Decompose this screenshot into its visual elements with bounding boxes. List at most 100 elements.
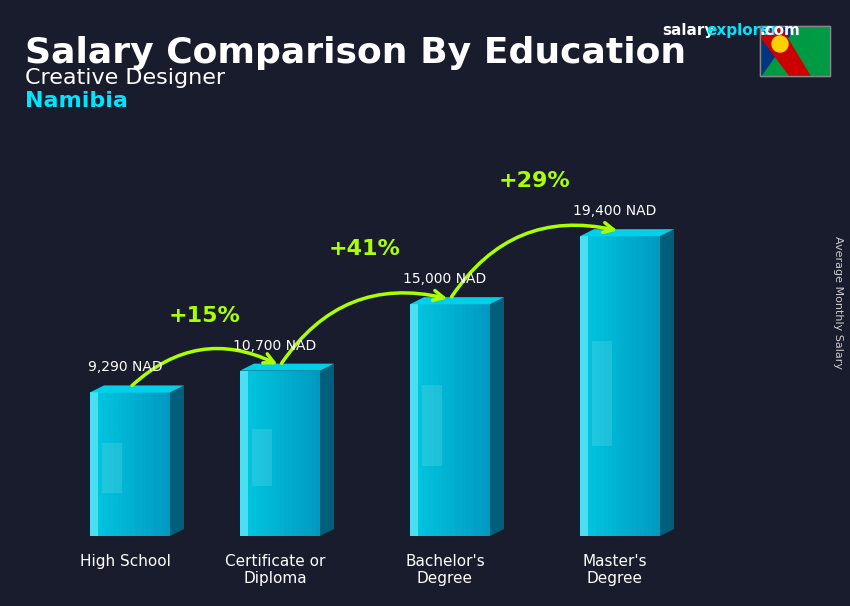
- Text: Bachelor's
Degree: Bachelor's Degree: [405, 554, 484, 587]
- Text: 19,400 NAD: 19,400 NAD: [573, 204, 657, 218]
- Bar: [260, 371, 264, 536]
- Bar: [138, 393, 143, 536]
- Bar: [162, 393, 167, 536]
- Bar: [134, 393, 139, 536]
- Bar: [142, 393, 146, 536]
- Bar: [474, 304, 479, 536]
- Bar: [600, 236, 604, 536]
- Bar: [252, 371, 257, 536]
- Bar: [240, 371, 245, 536]
- Polygon shape: [490, 297, 504, 536]
- Bar: [308, 371, 313, 536]
- Bar: [454, 304, 458, 536]
- Polygon shape: [170, 385, 184, 536]
- Text: Master's
Degree: Master's Degree: [583, 554, 648, 587]
- Bar: [482, 304, 486, 536]
- Text: Creative Designer: Creative Designer: [25, 68, 225, 88]
- Bar: [580, 236, 585, 536]
- Bar: [292, 371, 297, 536]
- Bar: [632, 236, 637, 536]
- Bar: [616, 236, 620, 536]
- Bar: [604, 236, 609, 536]
- Bar: [126, 393, 131, 536]
- Polygon shape: [410, 297, 504, 304]
- Bar: [146, 393, 150, 536]
- Bar: [90, 393, 94, 536]
- Polygon shape: [660, 229, 674, 536]
- Bar: [300, 371, 304, 536]
- Bar: [288, 371, 292, 536]
- Bar: [102, 442, 122, 493]
- Bar: [122, 393, 127, 536]
- Bar: [256, 371, 260, 536]
- Bar: [644, 236, 649, 536]
- Text: +15%: +15%: [169, 305, 241, 325]
- Bar: [316, 371, 320, 536]
- Bar: [252, 428, 272, 487]
- Text: 9,290 NAD: 9,290 NAD: [88, 361, 162, 375]
- Text: 10,700 NAD: 10,700 NAD: [234, 339, 316, 353]
- Text: .com: .com: [760, 23, 801, 38]
- Bar: [268, 371, 273, 536]
- Bar: [130, 393, 134, 536]
- Bar: [486, 304, 490, 536]
- Polygon shape: [760, 26, 810, 76]
- Bar: [612, 236, 616, 536]
- Bar: [276, 371, 280, 536]
- Bar: [648, 236, 653, 536]
- Bar: [272, 371, 276, 536]
- Polygon shape: [760, 26, 795, 76]
- Bar: [466, 304, 471, 536]
- Bar: [296, 371, 301, 536]
- Bar: [312, 371, 316, 536]
- Bar: [592, 341, 612, 446]
- Bar: [636, 236, 641, 536]
- Bar: [760, 26, 830, 76]
- Bar: [166, 393, 171, 536]
- Polygon shape: [580, 229, 674, 236]
- Bar: [620, 236, 625, 536]
- Bar: [652, 236, 656, 536]
- Bar: [478, 304, 483, 536]
- Bar: [240, 371, 248, 536]
- Bar: [584, 236, 588, 536]
- Bar: [588, 236, 592, 536]
- Bar: [410, 304, 415, 536]
- Text: Namibia: Namibia: [25, 91, 128, 111]
- Text: Salary Comparison By Education: Salary Comparison By Education: [25, 36, 686, 70]
- Bar: [426, 304, 430, 536]
- Bar: [422, 385, 442, 467]
- Bar: [656, 236, 660, 536]
- Bar: [438, 304, 443, 536]
- Polygon shape: [90, 385, 184, 393]
- Bar: [624, 236, 628, 536]
- Bar: [304, 371, 309, 536]
- Bar: [580, 236, 588, 536]
- Bar: [414, 304, 418, 536]
- Bar: [264, 371, 269, 536]
- Bar: [106, 393, 110, 536]
- Bar: [110, 393, 115, 536]
- Text: Average Monthly Salary: Average Monthly Salary: [833, 236, 843, 370]
- Text: Certificate or
Diploma: Certificate or Diploma: [224, 554, 326, 587]
- Bar: [446, 304, 450, 536]
- Bar: [470, 304, 474, 536]
- Bar: [244, 371, 248, 536]
- Bar: [248, 371, 252, 536]
- Bar: [102, 393, 106, 536]
- Bar: [118, 393, 122, 536]
- Bar: [418, 304, 422, 536]
- Polygon shape: [240, 364, 334, 371]
- Bar: [430, 304, 434, 536]
- Bar: [94, 393, 99, 536]
- Bar: [154, 393, 158, 536]
- Bar: [450, 304, 455, 536]
- Circle shape: [772, 36, 788, 52]
- Bar: [640, 236, 644, 536]
- Bar: [422, 304, 427, 536]
- Text: +41%: +41%: [329, 239, 401, 259]
- Bar: [158, 393, 162, 536]
- Bar: [596, 236, 600, 536]
- Bar: [628, 236, 632, 536]
- Bar: [608, 236, 613, 536]
